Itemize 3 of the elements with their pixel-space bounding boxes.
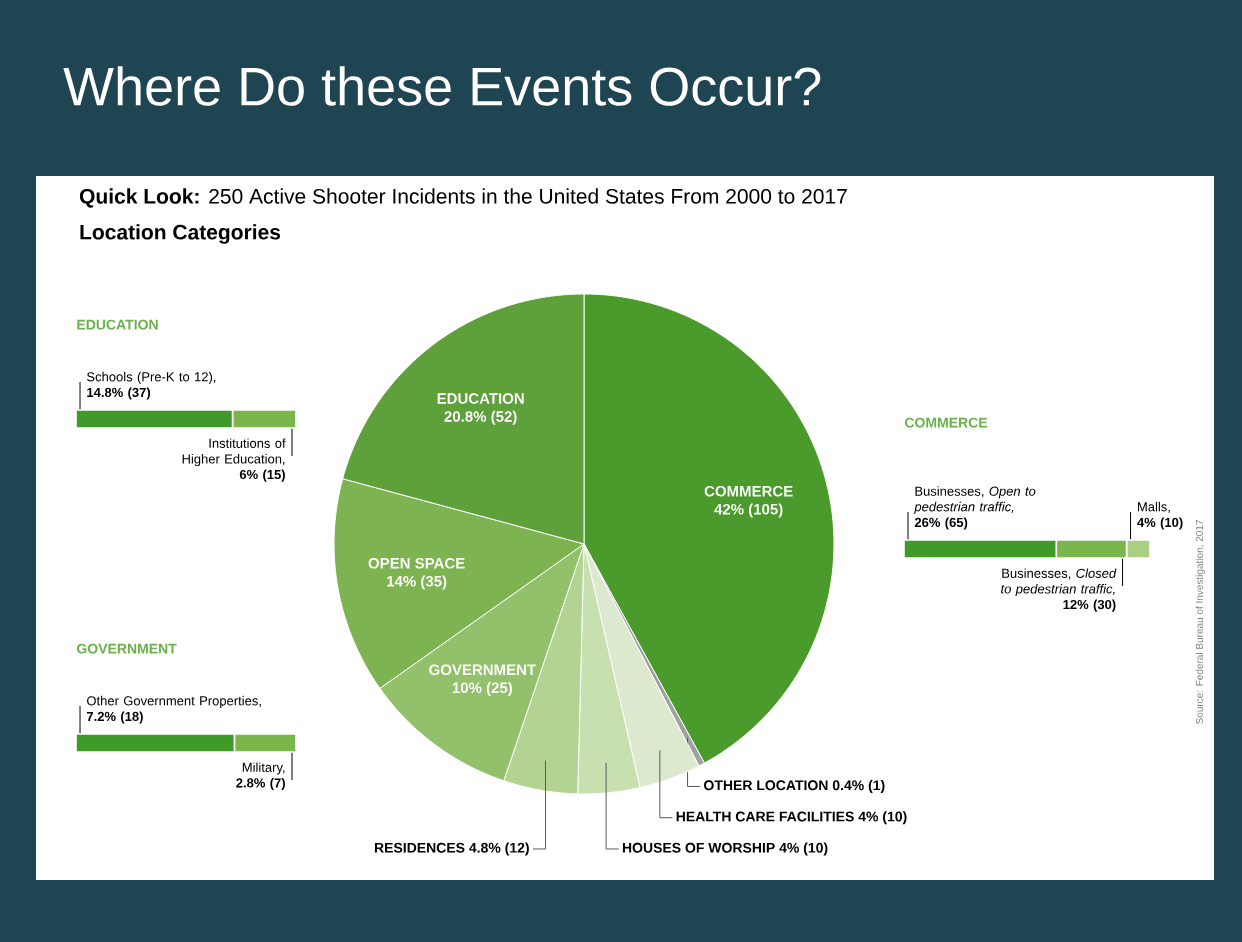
chart-title: Where Do these Events Occur? bbox=[63, 66, 821, 106]
chart-subtitle: Quick Look: 250 Active Shooter Incidents in the United States From 2000 to 2017 bbox=[79, 188, 847, 208]
text: Location Categories bbox=[80, 224, 281, 244]
